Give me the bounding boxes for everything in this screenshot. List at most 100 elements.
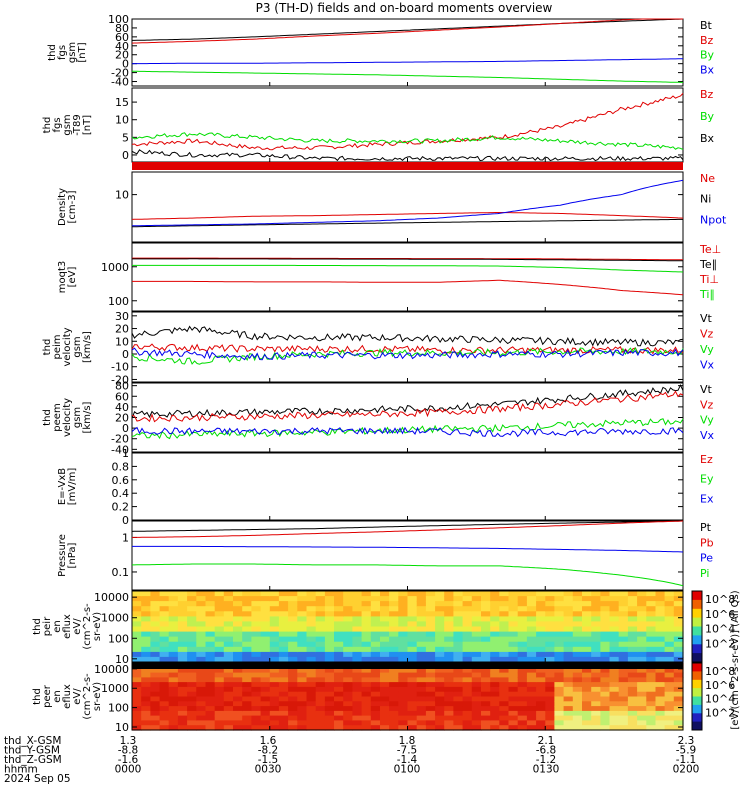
heatmap-cell: [582, 686, 592, 693]
heatmap-cell: [352, 725, 363, 731]
heatmap-cell: [481, 706, 491, 712]
heatmap-cell: [462, 636, 473, 643]
heatmap-cell: [214, 631, 225, 638]
colorbar-1: 10^810^610^410^2: [691, 590, 735, 663]
heatmap-cell: [278, 667, 289, 674]
heatmap-cell: [370, 596, 381, 602]
heatmap-cell: [481, 720, 491, 726]
heatmap-cell: [444, 591, 454, 597]
heatmap-cell: [453, 591, 464, 597]
heatmap-cell: [627, 715, 638, 721]
heatmap-cell: [214, 621, 225, 628]
heatmap-cell: [177, 672, 188, 678]
heatmap-cell: [453, 601, 464, 607]
heatmap-cell: [435, 720, 445, 726]
heatmap-cell: [324, 710, 335, 717]
heatmap-cell: [306, 616, 317, 623]
heatmap-cell: [214, 596, 225, 602]
heatmap-cell: [168, 611, 179, 617]
heatmap-cell: [150, 715, 161, 721]
heatmap-cell: [646, 686, 657, 693]
heatmap-cell: [361, 691, 372, 698]
heatmap-cell: [223, 691, 234, 698]
heatmap-cell: [499, 656, 510, 663]
heatmap-cell: [646, 641, 657, 648]
heatmap-cell: [168, 656, 179, 663]
heatmap-cell: [269, 641, 280, 648]
heatmap-cell: [389, 616, 399, 623]
heatmap-cell: [205, 691, 216, 698]
heatmap-cell: [536, 682, 546, 688]
heatmap-cell: [297, 591, 308, 597]
heatmap-cell: [361, 725, 372, 731]
heatmap-cell: [334, 677, 344, 683]
heatmap-cell: [655, 606, 666, 612]
heatmap-cell: [637, 715, 647, 721]
heatmap-cell: [361, 686, 372, 693]
heatmap-cell: [343, 621, 353, 628]
heatmap-cell: [168, 616, 179, 623]
heatmap-cell: [572, 686, 583, 693]
heatmap-cell: [233, 656, 243, 663]
heatmap-cell: [481, 725, 491, 731]
heatmap-cell: [490, 672, 500, 678]
heatmap-cell: [444, 606, 454, 612]
heatmap-cell: [398, 715, 409, 721]
heatmap-cell: [306, 677, 317, 683]
heatmap-cell: [324, 626, 335, 633]
heatmap-cell: [187, 667, 197, 674]
heatmap-cell: [343, 601, 353, 607]
heatmap-cell: [425, 601, 436, 607]
heatmap-cell: [444, 611, 454, 617]
heatmap-cell: [471, 591, 482, 597]
y-tick-label: -40: [111, 76, 129, 89]
heatmap-cell: [370, 667, 381, 674]
heatmap-cell: [141, 656, 151, 663]
heatmap-cell: [673, 596, 684, 602]
heatmap-cell: [370, 677, 381, 683]
heatmap-cell: [591, 636, 601, 643]
heatmap-cell: [324, 715, 335, 721]
heatmap-cell: [471, 631, 482, 638]
heatmap-cell: [481, 621, 491, 628]
heatmap-cell: [508, 672, 519, 678]
heatmap-cell: [655, 601, 666, 607]
heatmap-cell: [168, 715, 179, 721]
footer-value: -8.2: [258, 745, 279, 757]
heatmap-cell: [499, 691, 510, 698]
y-tick-label: -20: [111, 433, 129, 446]
heatmap-cell: [260, 631, 271, 638]
heatmap-cell: [205, 591, 216, 597]
heatmap-cell: [297, 601, 308, 607]
heatmap-cell: [655, 706, 666, 712]
heatmap-cell: [444, 626, 454, 633]
heatmap-cell: [132, 691, 142, 698]
heatmap-cell: [389, 656, 399, 663]
heatmap-cell: [352, 626, 363, 633]
heatmap-cell: [177, 691, 188, 698]
heatmap-cell: [205, 706, 216, 712]
heatmap-cell: [554, 641, 565, 648]
heatmap-cell: [572, 696, 583, 702]
series-line-Vx: [131, 426, 684, 438]
heatmap-cell: [499, 616, 510, 623]
heatmap-cell: [214, 701, 225, 707]
heatmap-cell: [150, 672, 161, 678]
heatmap-cell: [591, 696, 601, 702]
heatmap-cell: [609, 667, 620, 674]
heatmap-cell: [554, 710, 565, 717]
heatmap-cell: [453, 720, 464, 726]
heatmap-cell: [582, 701, 592, 707]
heatmap-cell: [444, 656, 454, 663]
heatmap-cell: [517, 682, 528, 688]
heatmap-cell: [471, 701, 482, 707]
heatmap-cell: [380, 596, 390, 602]
heatmap-cell: [278, 621, 289, 628]
heatmap-cell: [453, 696, 464, 702]
heatmap-cell: [297, 701, 308, 707]
y-axis-label: thd: [42, 117, 53, 134]
heatmap-cell: [453, 725, 464, 731]
heatmap-cell: [343, 667, 353, 674]
heatmap-cell: [627, 601, 638, 607]
heatmap-cell: [141, 677, 151, 683]
